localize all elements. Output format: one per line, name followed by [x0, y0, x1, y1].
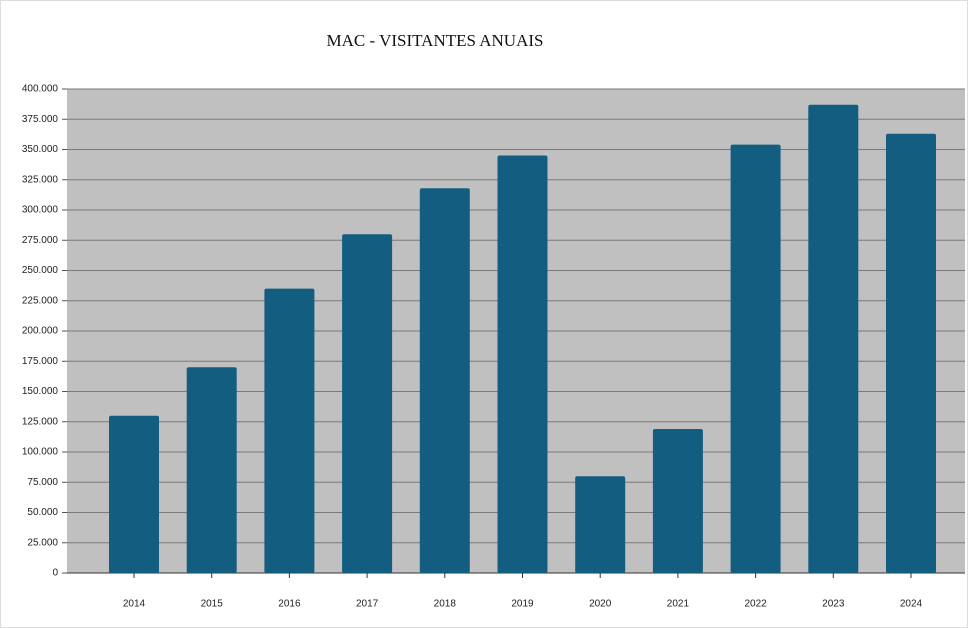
bar — [342, 234, 393, 573]
y-tick-label: 100.000 — [22, 447, 59, 458]
x-tick-label: 2019 — [511, 599, 534, 610]
y-tick-label: 150.000 — [22, 386, 59, 397]
x-tick-label: 2014 — [123, 599, 146, 610]
bar — [886, 133, 936, 573]
bar — [264, 288, 315, 573]
y-tick-label: 300.000 — [22, 205, 59, 216]
y-tick-label: 400.000 — [22, 84, 59, 95]
x-tick-label: 2018 — [434, 599, 457, 610]
y-tick-label: 75.000 — [27, 477, 58, 488]
x-tick-label: 2023 — [822, 599, 845, 610]
bar — [808, 104, 859, 573]
x-tick-label: 2015 — [201, 599, 224, 610]
x-tick-label: 2022 — [744, 599, 767, 610]
bar — [419, 188, 470, 573]
y-tick-label: 375.000 — [22, 114, 59, 125]
x-tick-label: 2021 — [667, 599, 690, 610]
y-tick-label: 325.000 — [22, 174, 59, 185]
chart-title: MAC - VISITANTES ANUAIS — [327, 31, 544, 50]
y-tick-label: 175.000 — [22, 356, 59, 367]
bar — [497, 155, 548, 574]
bar — [730, 144, 781, 573]
y-tick-label: 125.000 — [22, 416, 59, 427]
y-tick-label: 200.000 — [22, 326, 59, 337]
y-tick-label: 250.000 — [22, 265, 59, 276]
x-tick-label: 2020 — [589, 599, 612, 610]
bar — [652, 429, 703, 573]
x-tick-label: 2017 — [356, 599, 379, 610]
bar — [575, 476, 626, 573]
x-tick-label: 2024 — [900, 599, 923, 610]
y-tick-label: 50.000 — [27, 507, 58, 518]
y-tick-label: 225.000 — [22, 295, 59, 306]
bar — [186, 367, 237, 573]
y-tick-label: 0 — [52, 568, 58, 579]
x-tick-label: 2016 — [278, 599, 301, 610]
bar — [109, 415, 159, 573]
y-tick-label: 275.000 — [22, 235, 59, 246]
y-tick-label: 350.000 — [22, 144, 59, 155]
y-tick-label: 25.000 — [27, 537, 58, 548]
